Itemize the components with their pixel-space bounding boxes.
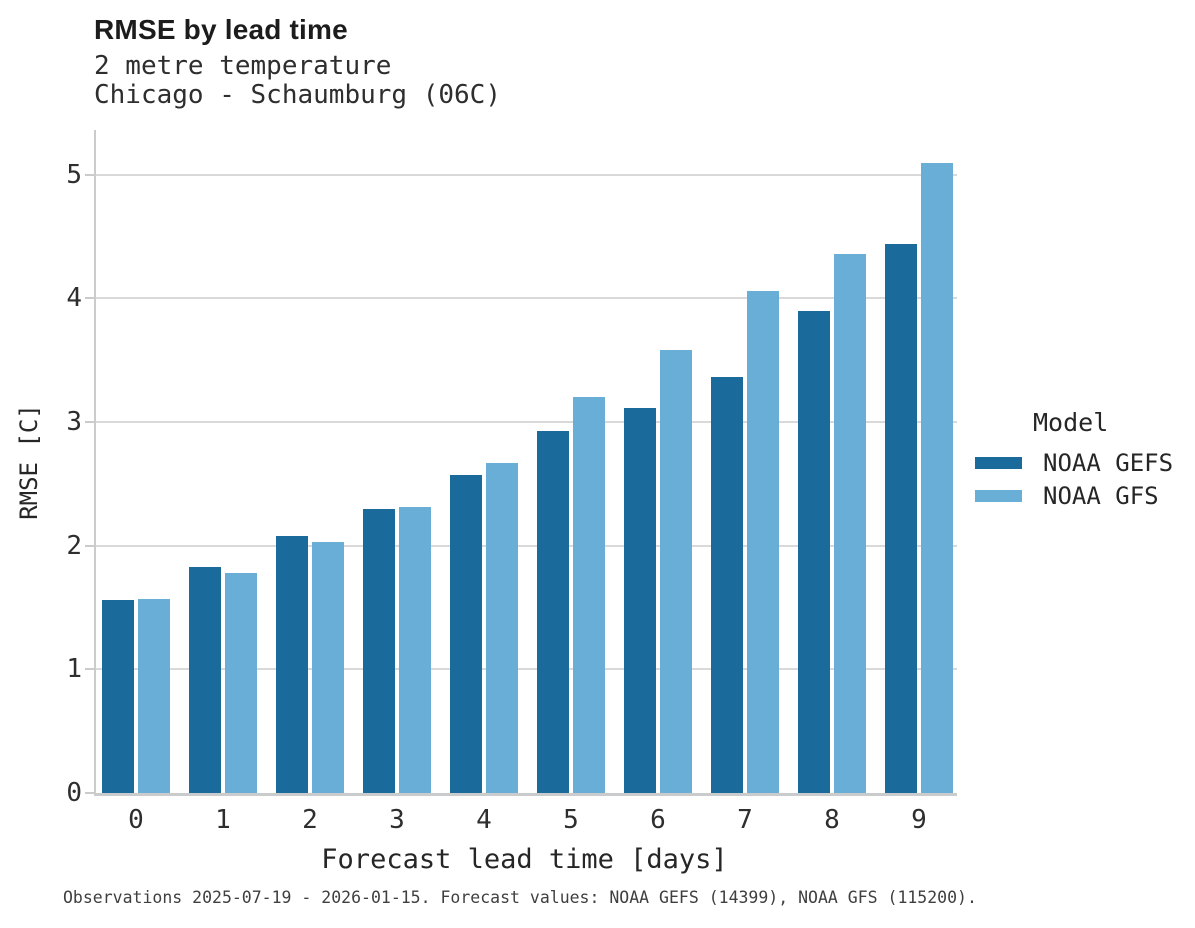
legend-rows: NOAA GEFS NOAA GFS — [975, 446, 1195, 512]
chart-subtitle-station: Chicago - Schaumburg (06C) — [94, 80, 501, 110]
y-tick-label-2: 2 — [66, 530, 82, 561]
x-tick-label-6: 6 — [650, 805, 666, 835]
bar-noaa-gfs-lead-4 — [486, 462, 518, 793]
bar-noaa-gefs-lead-3 — [363, 508, 395, 793]
bar-noaa-gefs-lead-8 — [798, 310, 830, 793]
legend-entry-noaa-gfs: NOAA GFS — [975, 479, 1195, 512]
gridline-y-3 — [96, 420, 957, 423]
x-tick-label-4: 4 — [476, 805, 492, 835]
x-tick-label-9: 9 — [911, 805, 927, 835]
plot-area — [94, 130, 957, 796]
y-tick-label-1: 1 — [66, 654, 82, 685]
y-axis-title: RMSE [C] — [15, 404, 43, 520]
y-tick-mark-0 — [85, 792, 94, 794]
x-tick-label-5: 5 — [563, 805, 579, 835]
legend-entry-noaa-gefs: NOAA GEFS — [975, 446, 1195, 479]
bar-noaa-gfs-lead-6 — [660, 350, 692, 793]
legend-swatch-noaa-gefs — [975, 456, 1022, 469]
y-tick-mark-3 — [85, 420, 94, 423]
y-tick-mark-1 — [85, 668, 94, 671]
gridline-y-1 — [96, 668, 957, 671]
bar-noaa-gefs-lead-4 — [450, 475, 482, 793]
bar-noaa-gfs-lead-0 — [138, 598, 170, 793]
gridline-y-2 — [96, 544, 957, 547]
bar-noaa-gefs-lead-5 — [537, 430, 569, 793]
bar-noaa-gefs-lead-0 — [102, 600, 134, 793]
bar-noaa-gfs-lead-8 — [834, 253, 866, 793]
bar-noaa-gefs-lead-9 — [885, 243, 917, 793]
bar-noaa-gefs-lead-7 — [711, 377, 743, 793]
bar-noaa-gfs-lead-2 — [312, 541, 344, 793]
bar-noaa-gfs-lead-5 — [573, 397, 605, 793]
x-tick-label-1: 1 — [215, 805, 231, 835]
bar-noaa-gfs-lead-3 — [399, 507, 431, 793]
bar-noaa-gefs-lead-1 — [189, 566, 221, 793]
bar-noaa-gfs-lead-7 — [747, 290, 779, 793]
legend-title: Model — [1033, 408, 1109, 437]
bar-noaa-gfs-lead-1 — [225, 572, 257, 793]
y-tick-mark-4 — [85, 297, 94, 300]
chart-subtitle-variable: 2 metre temperature — [94, 51, 392, 81]
legend-label-noaa-gfs: NOAA GFS — [1043, 481, 1159, 510]
y-tick-label-0: 0 — [66, 778, 82, 808]
chart-title: RMSE by lead time — [94, 14, 348, 45]
y-tick-mark-2 — [85, 544, 94, 547]
x-axis-title: Forecast lead time [days] — [321, 844, 728, 875]
legend-label-noaa-gefs: NOAA GEFS — [1043, 448, 1174, 477]
x-tick-label-0: 0 — [128, 805, 144, 835]
gridline-y-5 — [96, 173, 957, 176]
caption: Observations 2025-07-19 - 2026-01-15. Fo… — [63, 888, 977, 907]
legend: Model NOAA GEFS NOAA GFS — [975, 408, 1195, 512]
y-tick-mark-5 — [85, 173, 94, 176]
y-tick-label-5: 5 — [66, 159, 82, 190]
y-tick-label-3: 3 — [66, 406, 82, 437]
bar-noaa-gfs-lead-9 — [921, 163, 953, 793]
x-tick-label-3: 3 — [389, 805, 405, 835]
x-tick-label-2: 2 — [302, 805, 318, 835]
bar-noaa-gefs-lead-2 — [276, 535, 308, 793]
gridline-y-4 — [96, 297, 957, 300]
bar-noaa-gefs-lead-6 — [624, 408, 656, 793]
x-tick-label-8: 8 — [824, 805, 840, 835]
x-tick-label-7: 7 — [737, 805, 753, 835]
legend-swatch-noaa-gfs — [975, 489, 1022, 502]
y-tick-label-4: 4 — [66, 283, 82, 314]
